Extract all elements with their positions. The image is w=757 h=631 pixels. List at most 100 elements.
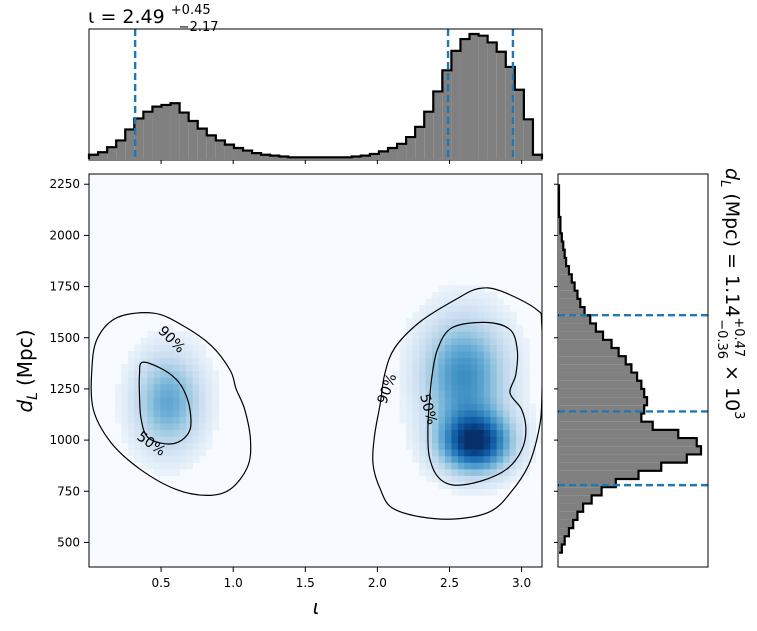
heatmap-cell bbox=[140, 403, 148, 411]
heatmap-cell bbox=[153, 357, 161, 365]
heatmap-cell bbox=[503, 377, 511, 385]
joint-panel: 90%50%90%50% 0.5 1.0 1.5 2.0 2.5 3.0 50075010… bbox=[13, 173, 543, 619]
heatmap-cell bbox=[147, 409, 155, 417]
heatmap-cell bbox=[470, 429, 478, 437]
heatmap-cell bbox=[160, 363, 168, 372]
right-hist-bar bbox=[559, 421, 653, 430]
heatmap-cell bbox=[483, 429, 491, 437]
heatmap-cell bbox=[444, 468, 452, 476]
heatmap-cell bbox=[140, 350, 148, 358]
heatmap-cell bbox=[457, 409, 465, 417]
heatmap-cell bbox=[477, 488, 485, 496]
heatmap-cell bbox=[496, 337, 504, 345]
heatmap-cell bbox=[483, 396, 491, 404]
heatmap-cell bbox=[451, 449, 459, 457]
heatmap-cell bbox=[509, 337, 517, 345]
heatmap-cell bbox=[444, 331, 452, 339]
right-hist-bar bbox=[559, 298, 581, 308]
heatmap-cell bbox=[412, 455, 420, 463]
heatmap-cell bbox=[147, 429, 155, 437]
heatmap-cell bbox=[134, 344, 142, 352]
heatmap-cell bbox=[419, 311, 427, 319]
heatmap-cell bbox=[419, 455, 427, 463]
heatmap-cell bbox=[406, 390, 414, 398]
heatmap-cell bbox=[199, 383, 207, 391]
heatmap-cell bbox=[186, 455, 194, 463]
right-hist-bar bbox=[559, 495, 592, 504]
heatmap-cell bbox=[412, 409, 420, 417]
heatmap-cell bbox=[393, 370, 401, 378]
heatmap-cell bbox=[496, 449, 504, 457]
heatmap-cell bbox=[406, 383, 414, 391]
heatmap-cell bbox=[419, 357, 427, 365]
heatmap-cell bbox=[179, 429, 187, 437]
heatmap-cell bbox=[419, 344, 427, 352]
heatmap-cell bbox=[121, 422, 129, 431]
heatmap-cell bbox=[457, 429, 465, 437]
heatmap-cell bbox=[140, 344, 148, 352]
contour-line bbox=[138, 361, 192, 445]
heatmap-cell bbox=[399, 377, 407, 385]
heatmap-cell bbox=[192, 337, 200, 345]
heatmap-cell bbox=[496, 311, 504, 319]
heatmap-cell bbox=[134, 455, 142, 463]
heatmap-cell bbox=[399, 370, 407, 378]
heatmap-cell bbox=[431, 422, 440, 431]
heatmap-cell bbox=[179, 422, 187, 431]
heatmap-cell bbox=[457, 422, 465, 431]
heatmap-cell bbox=[451, 324, 459, 332]
heatmap-cell bbox=[186, 383, 194, 391]
right-hist-bar bbox=[559, 487, 602, 496]
heatmap-cell bbox=[496, 422, 504, 431]
heatmap-cell bbox=[451, 370, 459, 378]
heatmap-cell bbox=[451, 357, 459, 365]
heatmap-cell bbox=[483, 455, 491, 463]
heatmap-cell bbox=[483, 449, 491, 457]
heatmap-cell bbox=[477, 409, 485, 417]
heatmap-cell bbox=[425, 475, 433, 483]
heatmap-cell bbox=[192, 409, 200, 417]
heatmap-cell bbox=[509, 468, 517, 476]
heatmap-cell bbox=[470, 337, 478, 345]
heatmap-cell bbox=[470, 370, 478, 378]
top-hist-bar bbox=[387, 148, 398, 159]
heatmap-cell bbox=[444, 442, 452, 450]
heatmap-cell bbox=[205, 390, 213, 398]
heatmap-cell bbox=[399, 396, 407, 404]
heatmap-cell bbox=[419, 331, 427, 339]
right-hist-bar bbox=[559, 519, 574, 529]
heatmap-cell bbox=[153, 350, 161, 358]
heatmap-cell bbox=[166, 337, 174, 345]
heatmap-cell bbox=[431, 436, 440, 444]
right-hist-bar bbox=[559, 503, 584, 512]
heatmap-cell bbox=[179, 370, 187, 378]
heatmap-cell bbox=[166, 331, 174, 339]
heatmap-cell bbox=[457, 318, 465, 326]
heatmap-cell bbox=[522, 468, 530, 476]
right-hist-outline bbox=[557, 184, 703, 554]
heatmap-cell bbox=[496, 383, 504, 391]
heatmap-cell bbox=[477, 318, 485, 326]
y-tick-label: 500 bbox=[57, 535, 80, 549]
heatmap-cell bbox=[490, 396, 498, 404]
heatmap-cell bbox=[425, 416, 433, 424]
heatmap-cell bbox=[160, 468, 168, 476]
heatmap-cell bbox=[496, 350, 504, 358]
heatmap-cell bbox=[451, 383, 459, 391]
heatmap-cell bbox=[431, 383, 440, 391]
right-hist-bar bbox=[559, 544, 562, 553]
heatmap-cell bbox=[470, 462, 478, 470]
heatmap-cell bbox=[205, 357, 213, 365]
heatmap-cell bbox=[140, 377, 148, 385]
heatmap-cell bbox=[451, 409, 459, 417]
heatmap-cell bbox=[419, 370, 427, 378]
heatmap-cell bbox=[438, 305, 446, 313]
heatmap-cell bbox=[470, 383, 478, 391]
heatmap-cell bbox=[438, 363, 446, 372]
top-marginal-frame bbox=[88, 28, 543, 161]
heatmap-cell bbox=[522, 455, 530, 463]
heatmap-cell bbox=[431, 449, 440, 457]
heatmap-cell bbox=[496, 357, 504, 365]
heatmap-cell bbox=[464, 383, 472, 391]
heatmap-cell bbox=[483, 305, 491, 313]
